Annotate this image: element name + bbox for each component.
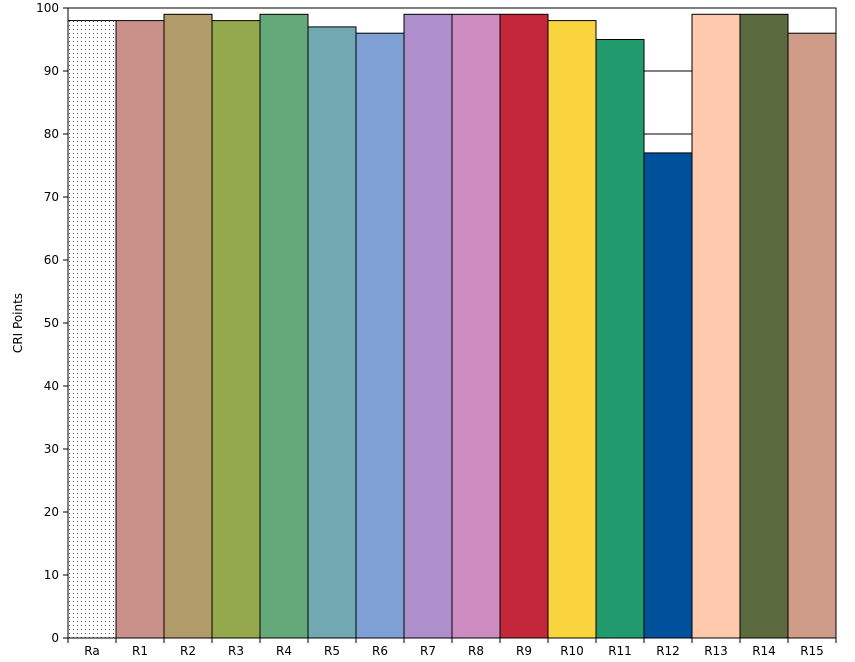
y-tick-label: 50 xyxy=(44,316,59,330)
bar-r7 xyxy=(403,13,453,639)
y-tick-label: 30 xyxy=(44,442,59,456)
y-axis-ticks: 0 10 20 30 40 50 60 70 80 90 100 xyxy=(36,1,68,645)
bar-r12 xyxy=(643,152,693,639)
bar-r14 xyxy=(739,13,789,639)
x-axis-ticks: Ra R1 R2 R3 R4 R5 R6 R7 R8 R9 R10 R11 R12 R13 R14 R15 xyxy=(67,638,837,658)
y-tick-label: 90 xyxy=(44,64,59,78)
y-tick-label: 70 xyxy=(44,190,59,204)
bar-r2 xyxy=(163,13,213,639)
y-tick-label: 100 xyxy=(36,1,59,15)
bar-r8 xyxy=(451,13,501,639)
x-tick-label: R14 xyxy=(752,644,776,658)
bar-r13 xyxy=(691,13,741,639)
x-tick-label: R3 xyxy=(228,644,244,658)
x-tick-label: R9 xyxy=(516,644,532,658)
bar-r10 xyxy=(547,20,597,639)
y-tick-label: 60 xyxy=(44,253,59,267)
x-tick-label: Ra xyxy=(84,644,99,658)
y-tick-label: 20 xyxy=(44,505,59,519)
x-tick-label: R1 xyxy=(132,644,148,658)
bar-r9 xyxy=(499,13,549,639)
y-tick-label: 80 xyxy=(44,127,59,141)
bar-ra xyxy=(67,20,117,639)
bar-r4 xyxy=(259,13,309,639)
y-tick-label: 10 xyxy=(44,568,59,582)
x-tick-label: R8 xyxy=(468,644,484,658)
y-axis-title: CRI Points xyxy=(11,293,25,353)
x-tick-label: R5 xyxy=(324,644,340,658)
x-tick-label: R13 xyxy=(704,644,728,658)
y-tick-label: 40 xyxy=(44,379,59,393)
x-tick-label: R12 xyxy=(656,644,680,658)
x-tick-label: R11 xyxy=(608,644,632,658)
x-tick-label: R4 xyxy=(276,644,292,658)
bar-r11 xyxy=(595,39,645,639)
bar-r3 xyxy=(211,20,261,639)
bar-r5 xyxy=(307,26,357,639)
x-tick-label: R7 xyxy=(420,644,436,658)
bars xyxy=(67,13,837,639)
bar-r15 xyxy=(787,32,837,639)
x-tick-label: R6 xyxy=(372,644,388,658)
bar-r1 xyxy=(115,20,165,639)
x-tick-label: R2 xyxy=(180,644,196,658)
bar-r6 xyxy=(355,32,405,639)
x-tick-label: R15 xyxy=(800,644,824,658)
x-tick-label: R10 xyxy=(560,644,584,658)
y-tick-label: 0 xyxy=(51,631,59,645)
